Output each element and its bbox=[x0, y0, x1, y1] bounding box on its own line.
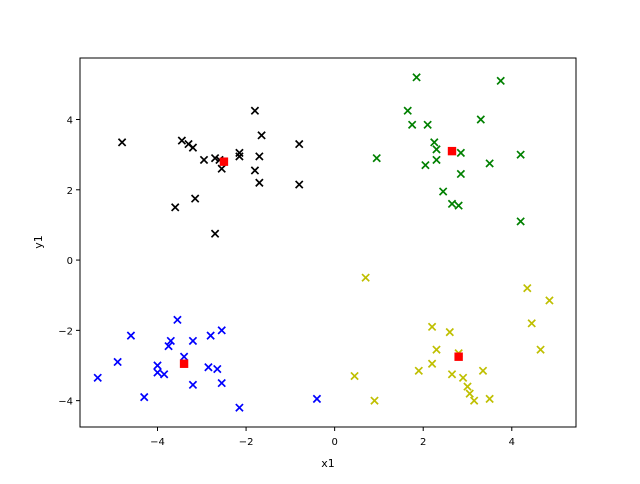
x-marker bbox=[414, 366, 423, 375]
x-marker bbox=[458, 373, 468, 383]
x-marker bbox=[217, 378, 226, 388]
x-marker bbox=[217, 326, 226, 335]
x-marker bbox=[463, 382, 472, 391]
x-tick-label: 2 bbox=[420, 437, 426, 448]
x-marker bbox=[117, 138, 127, 147]
x-marker bbox=[93, 373, 102, 383]
x-marker bbox=[235, 403, 244, 412]
x-marker bbox=[206, 331, 215, 340]
x-marker bbox=[496, 76, 505, 86]
y-tick-label: 2 bbox=[67, 186, 73, 197]
data-markers bbox=[93, 73, 554, 412]
x-marker bbox=[188, 336, 198, 346]
x-marker bbox=[113, 357, 122, 367]
x-marker bbox=[454, 201, 463, 210]
x-marker bbox=[438, 187, 448, 196]
x-marker bbox=[153, 368, 162, 377]
x-marker bbox=[171, 203, 180, 212]
x-marker bbox=[188, 143, 198, 152]
x-marker bbox=[250, 166, 260, 175]
x-tick-label: −4 bbox=[150, 437, 165, 448]
x-marker bbox=[523, 283, 532, 293]
x-tick-label: 0 bbox=[331, 437, 337, 448]
centroid-marker bbox=[447, 146, 457, 156]
x-marker bbox=[412, 73, 421, 82]
x-marker bbox=[432, 155, 441, 165]
x-marker bbox=[217, 164, 226, 173]
x-marker bbox=[257, 131, 266, 140]
x-marker bbox=[456, 148, 466, 158]
x-tick-label: −2 bbox=[239, 437, 254, 448]
y-tick-label: −2 bbox=[58, 326, 73, 337]
y-axis-label: y1 bbox=[32, 235, 45, 249]
centroid-marker bbox=[219, 157, 229, 166]
x-marker bbox=[159, 370, 169, 379]
x-marker bbox=[179, 352, 189, 361]
x-axis-label: x1 bbox=[321, 457, 335, 470]
x-marker bbox=[372, 153, 381, 163]
x-marker bbox=[485, 394, 494, 404]
x-marker bbox=[204, 363, 213, 372]
x-marker bbox=[153, 361, 162, 370]
x-marker bbox=[476, 115, 485, 124]
y-axis-ticks: −4 −2 0 2 4 bbox=[58, 116, 80, 408]
x-marker bbox=[166, 336, 175, 346]
x-marker bbox=[255, 152, 264, 161]
centroid-marker bbox=[179, 359, 189, 368]
x-marker bbox=[164, 341, 173, 351]
x-marker bbox=[370, 396, 379, 405]
x-marker bbox=[126, 331, 136, 340]
x-marker bbox=[213, 364, 222, 374]
x-marker bbox=[173, 315, 182, 325]
x-marker bbox=[407, 120, 417, 129]
centroid-marker bbox=[454, 352, 463, 361]
y-tick-label: 4 bbox=[67, 116, 73, 127]
x-marker bbox=[423, 120, 432, 129]
x-marker bbox=[456, 169, 466, 179]
x-marker bbox=[188, 380, 198, 390]
x-marker bbox=[427, 322, 437, 332]
x-marker bbox=[516, 217, 525, 226]
x-marker bbox=[465, 389, 474, 398]
x-marker bbox=[190, 194, 200, 203]
x-marker bbox=[361, 273, 370, 282]
x-marker bbox=[445, 327, 454, 337]
x-marker bbox=[312, 394, 322, 404]
x-marker bbox=[235, 148, 244, 158]
x-marker bbox=[478, 366, 488, 375]
y-tick-label: 0 bbox=[67, 256, 73, 267]
x-marker bbox=[177, 136, 187, 145]
x-marker bbox=[427, 359, 437, 368]
x-marker bbox=[545, 296, 554, 305]
x-marker bbox=[469, 396, 479, 405]
x-marker bbox=[527, 319, 536, 328]
x-marker bbox=[235, 152, 244, 161]
x-marker bbox=[295, 180, 304, 189]
x-marker bbox=[536, 345, 545, 354]
x-marker bbox=[403, 106, 412, 115]
x-marker bbox=[447, 199, 457, 209]
x-marker bbox=[447, 370, 457, 379]
x-marker bbox=[350, 371, 359, 381]
x-axis-ticks: −4 −2 0 2 4 bbox=[150, 427, 515, 448]
x-marker bbox=[295, 139, 304, 149]
x-marker bbox=[485, 159, 494, 168]
x-marker bbox=[210, 229, 220, 238]
y-tick-label: −4 bbox=[58, 397, 73, 408]
x-marker bbox=[430, 138, 439, 147]
x-marker bbox=[516, 150, 525, 159]
x-marker bbox=[432, 145, 441, 154]
x-marker bbox=[140, 392, 149, 402]
x-marker bbox=[432, 345, 441, 354]
x-marker bbox=[255, 178, 264, 187]
plot-frame bbox=[79, 57, 577, 428]
x-marker bbox=[250, 106, 260, 115]
x-tick-label: 4 bbox=[509, 437, 515, 448]
x-marker bbox=[421, 160, 430, 170]
x-marker bbox=[210, 153, 220, 163]
x-marker bbox=[199, 155, 209, 165]
